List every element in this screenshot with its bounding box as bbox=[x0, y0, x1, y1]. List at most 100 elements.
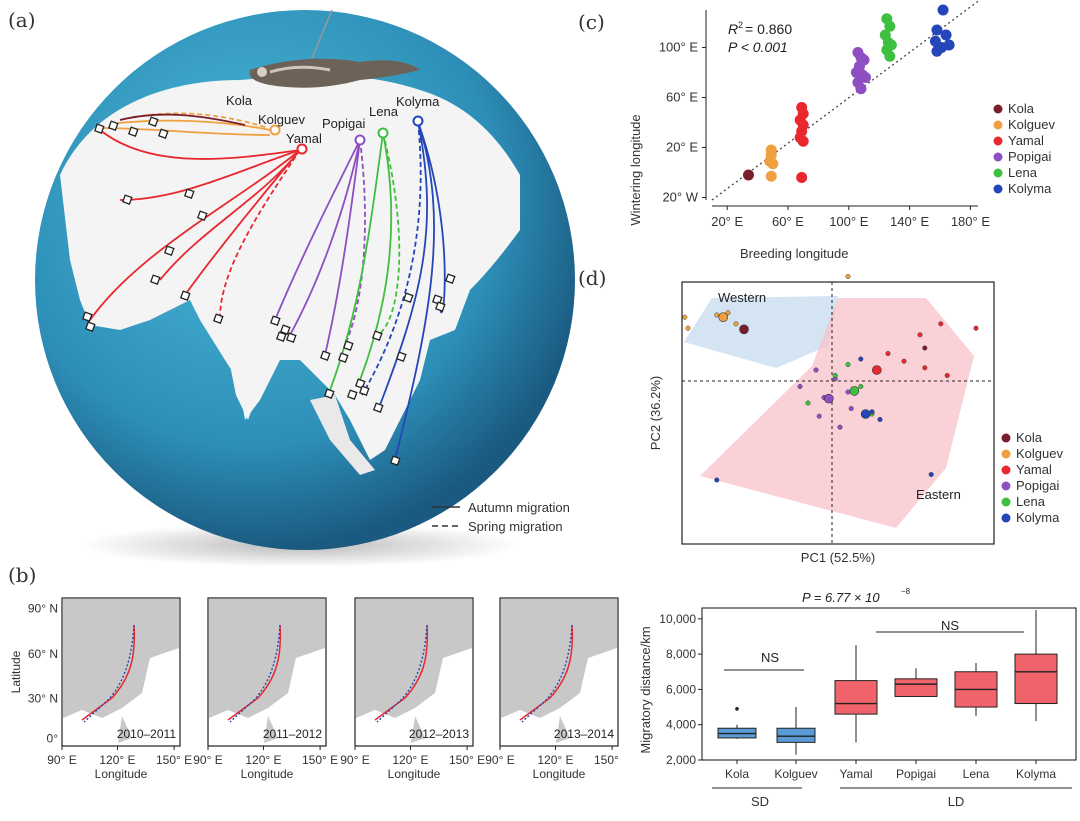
box-kola: Kola bbox=[717, 707, 757, 781]
x-tick-label: 140° E bbox=[890, 214, 930, 229]
y-axis-label: Wintering longitude bbox=[628, 114, 643, 225]
wintering-marker bbox=[279, 324, 291, 335]
track-autumn bbox=[374, 624, 429, 721]
year-map-3: 2012–2013 90° E 120° E 150° E Longitude bbox=[340, 597, 485, 781]
island-land bbox=[411, 716, 425, 743]
x-tick-label: Kola bbox=[725, 767, 749, 781]
x-axis-label: Longitude bbox=[241, 767, 294, 781]
legend-swatch-yamal bbox=[1001, 465, 1011, 475]
wintering-marker bbox=[395, 351, 407, 362]
y-tick-label: 20° W bbox=[662, 190, 698, 205]
site-label-kola: Kola bbox=[226, 93, 253, 108]
group-ld: LD bbox=[948, 794, 965, 809]
r2-superscript: 2 bbox=[738, 20, 743, 30]
x-tick-label: 150° E bbox=[156, 753, 192, 767]
site-label-lena: Lena bbox=[369, 104, 399, 119]
wintering-marker bbox=[157, 128, 169, 139]
x-axis-label: Longitude bbox=[533, 767, 586, 781]
box-kolguev: Kolguev bbox=[774, 707, 818, 781]
box-body bbox=[776, 727, 816, 743]
legend-label-popigai: Popigai bbox=[1008, 149, 1051, 164]
track-spring bbox=[376, 624, 428, 723]
y-axis-label: Latitude bbox=[9, 650, 23, 693]
wintering-marker bbox=[93, 123, 105, 134]
track-kolyma bbox=[394, 121, 435, 461]
point-popigai bbox=[855, 83, 867, 95]
wintering-marker bbox=[212, 313, 224, 324]
wintering-marker bbox=[84, 321, 96, 332]
x-tick-label: 90° E bbox=[193, 753, 222, 767]
legend-autumn: Autumn migration bbox=[468, 500, 570, 515]
wintering-marker bbox=[389, 455, 401, 466]
x-tick-label: 120° E bbox=[392, 753, 428, 767]
wintering-marker bbox=[269, 315, 281, 326]
track-spring bbox=[229, 624, 281, 723]
pca-point-popigai bbox=[813, 367, 819, 373]
x-tick-label: 90° E bbox=[47, 753, 76, 767]
box-body bbox=[834, 680, 878, 715]
track-spring bbox=[83, 624, 135, 723]
track-autumn bbox=[81, 624, 136, 721]
legend-swatch-popigai bbox=[993, 152, 1003, 162]
track-popigai bbox=[289, 139, 361, 336]
point-kolguev bbox=[765, 170, 777, 182]
wintering-marker bbox=[163, 245, 175, 256]
pca-point-popigai bbox=[837, 424, 843, 430]
year-label: 2011–2012 bbox=[263, 727, 323, 741]
legend-label-lena: Lena bbox=[1016, 494, 1046, 509]
pca-point-kolyma bbox=[877, 416, 883, 422]
island-land bbox=[118, 716, 132, 743]
pca-point-popigai bbox=[848, 405, 854, 411]
point-kolyma bbox=[931, 24, 943, 36]
yearly-tracks-panel: 2010–2011 90° E 120° E 150° E Longitude 2011–… bbox=[0, 580, 630, 816]
year-map-1: 2010–2011 90° E 120° E 150° E Longitude bbox=[47, 597, 192, 781]
wintering-marker bbox=[431, 294, 443, 305]
site-marker-popigai bbox=[354, 134, 366, 146]
box-popigai: Popigai bbox=[894, 668, 938, 781]
point-kolguev bbox=[767, 158, 779, 170]
y-tick-label: 60° N bbox=[28, 647, 58, 661]
pca-point-lena bbox=[845, 361, 851, 367]
wintering-marker bbox=[121, 194, 133, 205]
pca-point-kolguev bbox=[682, 314, 688, 320]
legend-swatch-lena bbox=[1001, 497, 1011, 507]
track-kolyma bbox=[417, 121, 446, 314]
pca-point-yamal bbox=[938, 321, 944, 327]
point-kolyma bbox=[943, 39, 955, 51]
legend-label-kolguev: Kolguev bbox=[1008, 117, 1055, 132]
legend-swatch-kolguev bbox=[993, 120, 1003, 130]
point-lena bbox=[884, 50, 896, 62]
pca-point-kolguev bbox=[714, 312, 720, 318]
track-autumn bbox=[227, 624, 282, 721]
eastern-label: Eastern bbox=[916, 487, 961, 502]
pca-point-popigai bbox=[845, 389, 851, 395]
point-lena bbox=[884, 20, 896, 32]
legend-label-kola: Kola bbox=[1008, 101, 1035, 116]
x-tick-label: 120° E bbox=[537, 753, 573, 767]
r2-value: = 0.860 bbox=[745, 21, 792, 37]
year-label: 2010–2011 bbox=[117, 727, 177, 741]
track-popigai bbox=[274, 139, 361, 321]
pca-plot: Western Eastern PC1 (52.5%) PC2 (36.2%) … bbox=[648, 273, 1063, 565]
asia-land bbox=[356, 599, 472, 718]
track-kolguev bbox=[99, 127, 271, 136]
x-tick-label: 90° E bbox=[340, 753, 369, 767]
wintering-marker bbox=[196, 210, 208, 221]
site-label-kolyma: Kolyma bbox=[396, 94, 440, 109]
eurasia-landmass bbox=[60, 75, 520, 460]
x-tick-label: 120° E bbox=[245, 753, 281, 767]
legend-label-yamal: Yamal bbox=[1008, 133, 1044, 148]
wintering-marker bbox=[149, 274, 161, 285]
legend-label-kolyma: Kolyma bbox=[1008, 181, 1052, 196]
p-annotation: P = 6.77 × 10 bbox=[802, 590, 880, 605]
group-sd: SD bbox=[751, 794, 769, 809]
y-tick-label: 100° E bbox=[659, 40, 699, 55]
track-kola bbox=[119, 113, 246, 126]
legend-label-popigai: Popigai bbox=[1016, 478, 1059, 493]
p-annotation-exp: −8 bbox=[901, 587, 911, 596]
x-tick-label: 150° E bbox=[302, 753, 338, 767]
y-tick-label: 6,000 bbox=[666, 682, 696, 696]
track-yamal bbox=[119, 149, 301, 201]
pc1-label: PC1 (52.5%) bbox=[801, 550, 875, 565]
legend-swatch-kola bbox=[1001, 433, 1011, 443]
